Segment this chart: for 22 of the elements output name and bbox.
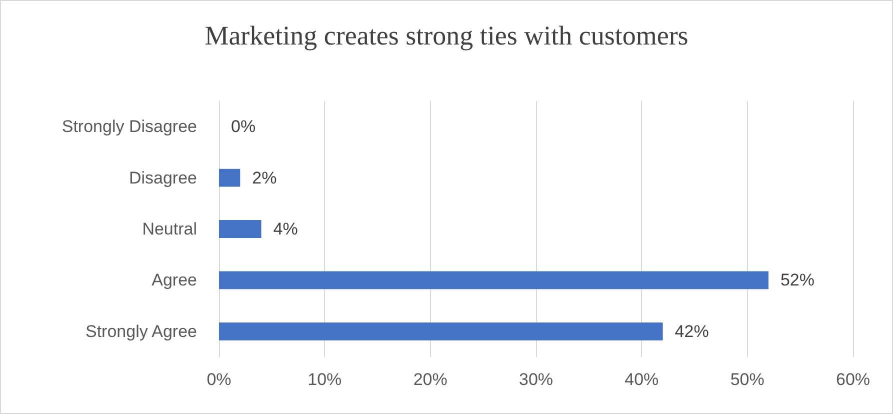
data-label: 52%	[780, 270, 814, 290]
y-tick-label: Agree	[152, 270, 197, 290]
data-label: 0%	[231, 117, 256, 136]
y-tick-label: Strongly Agree	[85, 322, 197, 341]
bar	[219, 220, 262, 238]
x-tick-label: 30%	[518, 370, 554, 389]
y-tick-label: Disagree	[128, 168, 197, 188]
x-tick-label: 40%	[624, 370, 659, 389]
bar	[219, 168, 240, 187]
data-label: 4%	[273, 220, 298, 238]
x-tick-label: 0%	[206, 370, 232, 389]
y-tick-label: Neutral	[142, 220, 197, 238]
bar	[219, 271, 768, 290]
x-tick-label: 10%	[308, 370, 342, 389]
x-tick-label: 50%	[730, 370, 764, 389]
data-label: 42%	[674, 322, 709, 341]
y-tick-label: Strongly Disagree	[62, 117, 197, 136]
chart-title: Marketing creates strong ties with customers	[204, 20, 688, 50]
data-label: 2%	[252, 168, 277, 188]
x-tick-label: 60%	[836, 370, 870, 389]
bar	[219, 322, 663, 340]
x-tick-label: 20%	[413, 370, 448, 389]
